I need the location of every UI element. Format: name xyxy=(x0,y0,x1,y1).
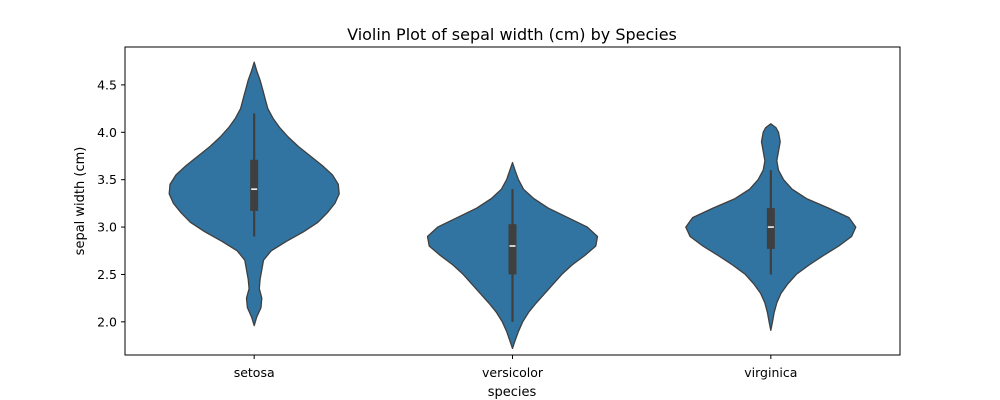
x-tick-label: versicolor xyxy=(482,365,544,380)
y-tick-label: 2.0 xyxy=(97,314,117,329)
y-tick-label: 3.0 xyxy=(97,220,117,235)
violin-layer xyxy=(168,61,857,350)
violin-iqr-box-versicolor xyxy=(508,224,517,275)
x-tick-label: virginica xyxy=(744,365,797,380)
x-axis-ticks: setosa versicolor virginica xyxy=(234,355,797,380)
y-tick-label: 4.0 xyxy=(97,125,117,140)
violin-iqr-box-setosa xyxy=(250,159,259,211)
y-axis-label: sepal width (cm) xyxy=(73,147,88,256)
x-axis-label: species xyxy=(488,385,537,400)
y-tick-label: 2.5 xyxy=(97,267,117,282)
x-tick-label: setosa xyxy=(234,365,275,380)
y-axis-ticks: 2.0 2.5 3.0 3.5 4.0 4.5 xyxy=(97,77,125,329)
violin-iqr-box-virginica xyxy=(766,208,775,249)
y-tick-label: 4.5 xyxy=(97,77,117,92)
violin-group-virginica xyxy=(685,123,857,332)
y-tick-label: 3.5 xyxy=(97,172,117,187)
violin-group-setosa xyxy=(168,61,340,327)
violin-group-versicolor xyxy=(426,161,599,350)
chart-title: Violin Plot of sepal width (cm) by Speci… xyxy=(347,25,677,44)
